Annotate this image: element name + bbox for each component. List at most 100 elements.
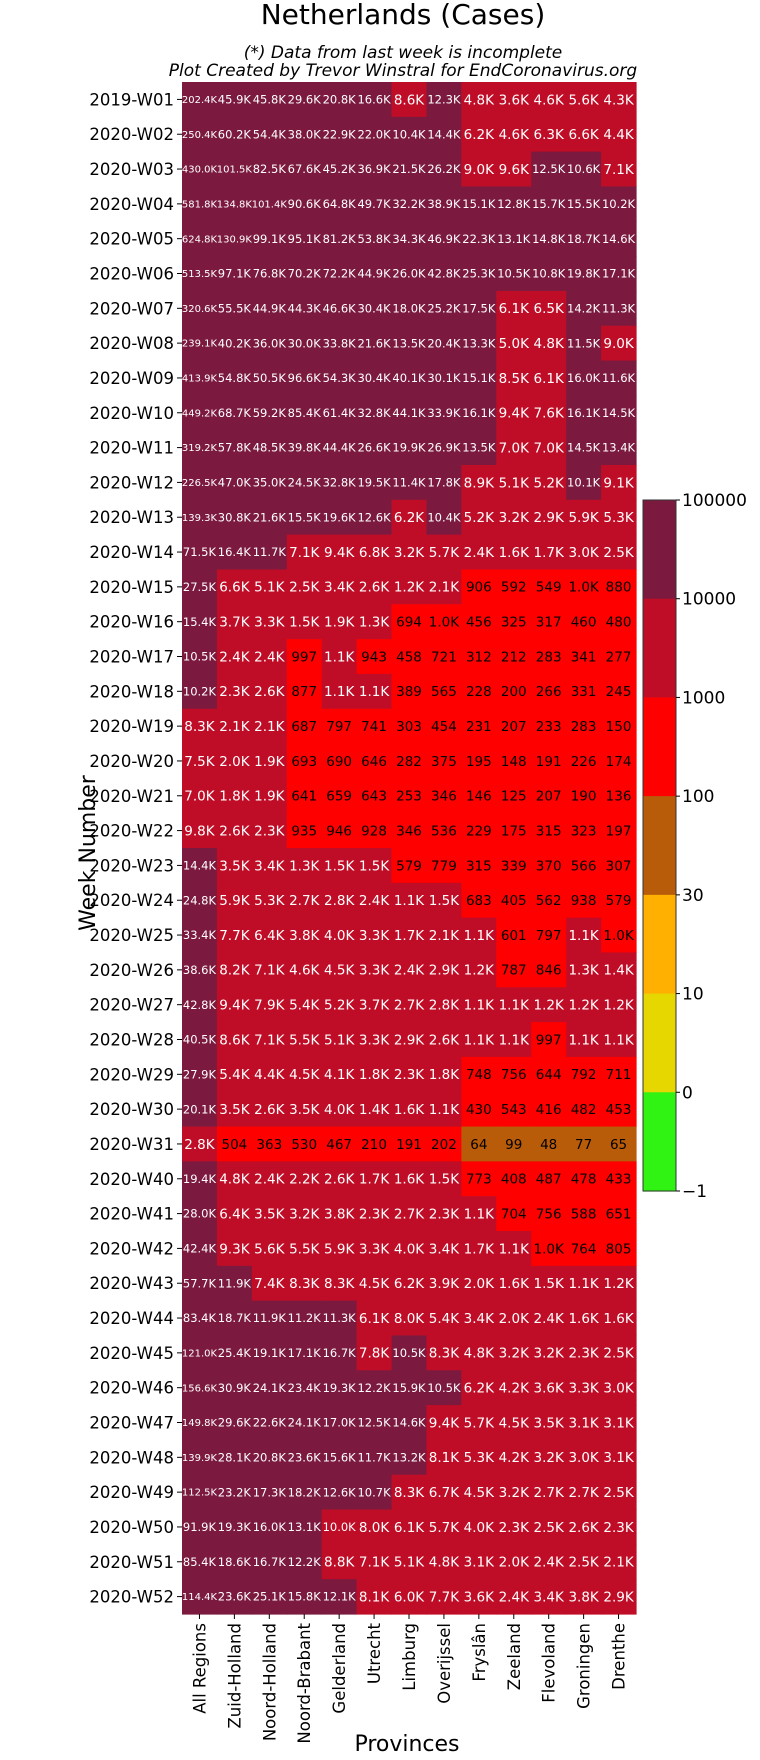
heatmap-cell [496,1161,532,1197]
cell-label: 565 [431,684,457,700]
heatmap-cell [182,1231,218,1267]
heatmap-cell [461,465,497,501]
cell-label: 212 [501,649,527,665]
heatmap-cell [391,1405,428,1441]
cell-label: 946 [326,823,352,839]
y-tick-label: 2020-W10 [89,404,174,423]
cell-label: 30.1K [427,371,461,385]
heatmap-cell [216,151,253,188]
heatmap-cell [321,534,358,571]
heatmap-cell [391,1439,428,1476]
cell-label: 17.1K [602,267,636,281]
heatmap-cell [531,639,567,675]
heatmap-cell [391,917,428,954]
heatmap-cell [601,639,637,675]
cell-label: 543 [501,1102,527,1118]
heatmap-cell [251,848,288,884]
cell-label: 60.2K [218,127,252,141]
heatmap-cell [461,639,497,675]
heatmap-cell [286,1300,323,1337]
cell-label: 71.5K [183,545,217,559]
cell-label: 3.5K [219,858,250,874]
heatmap-cell [391,1091,428,1128]
heatmap-cell [391,778,428,814]
heatmap-cell [566,673,602,710]
x-tick-label: Zeeland [505,1623,524,1690]
cell-label: 2.5K [289,580,320,596]
heatmap-cell [286,743,323,779]
cell-label: 10.4K [427,510,461,524]
heatmap-cell [461,848,497,884]
colorbar-segment [643,500,676,600]
heatmap-cell [461,743,497,779]
heatmap-cell [391,186,428,222]
cell-label: 26.0K [392,267,426,281]
heatmap-cell [182,1439,218,1476]
heatmap-cell [286,673,323,710]
cell-label: 906 [466,580,492,596]
heatmap-cell [496,430,532,466]
cell-label: 59.2K [253,406,287,420]
heatmap-cell [216,1231,253,1267]
heatmap-cell [461,1579,497,1615]
cell-label: 85.4K [183,1555,217,1569]
cell-label: 3.5K [289,1102,320,1118]
cell-label: 7.7K [219,928,250,944]
heatmap-cell [426,151,462,188]
heatmap-cell [182,1056,218,1093]
x-tick-label: Limburg [400,1623,419,1691]
cell-label: 690 [326,754,352,770]
heatmap-cell [531,1544,567,1580]
cell-label: 756 [501,1067,527,1083]
colorbar-segment [643,894,676,995]
cell-label: 24.5K [288,476,322,490]
heatmap-cell [286,465,323,501]
heatmap-cell [496,499,532,536]
heatmap-cell [531,221,567,257]
heatmap-cell [531,604,567,640]
cell-label: 48.5K [253,441,287,455]
cell-label: 846 [536,963,562,979]
cell-label: 1.1K [324,684,355,700]
heatmap-cell [251,1405,288,1441]
heatmap-cell [426,186,462,222]
heatmap-cell [496,604,532,640]
cell-label: 33.4K [183,928,217,942]
cell-label: 15.1K [462,197,496,211]
heatmap-cell [251,465,288,501]
cell-label: 202 [431,1137,457,1153]
cell-label: 191 [396,1137,422,1153]
y-tick-label: 2020-W11 [89,439,174,458]
cell-label: 149.8K [182,1418,218,1429]
heatmap-cell [286,325,323,362]
heatmap-cell [321,1544,358,1580]
cell-label: 566 [571,858,597,874]
heatmap-cell [216,499,253,536]
cell-label: 3.1K [603,1450,634,1466]
cell-label: 17.8K [427,476,461,490]
cell-label: 2.9K [603,1589,634,1605]
cell-label: 42.8K [427,267,461,281]
heatmap-cell [182,673,218,710]
cell-label: 363 [256,1137,282,1153]
heatmap-cell [321,743,358,779]
heatmap-cell [531,325,567,362]
heatmap-cell [251,499,288,536]
heatmap-cell [286,395,323,431]
heatmap-cell [531,116,567,153]
y-tick-labels: 2019-W01 2020-W02 2020-W03 2020-W04 2020-W05… [89,90,182,1607]
cell-label: 9.8K [184,823,215,839]
heatmap-cells: 202.4K 45.9K 45.8K 29.6K 20.8K 16.6K 8.6K 12.3K… [182,82,637,1615]
cell-label: 54.3K [323,371,357,385]
heatmap-cell [391,1300,428,1337]
cell-label: 7.1K [359,1555,390,1571]
cell-label: 346 [431,789,457,805]
cell-label: 16.1K [567,406,601,420]
heatmap-cell [251,1056,288,1093]
heatmap-cell [496,708,532,745]
cell-label: 148 [501,754,527,770]
cell-label: 1.1K [394,893,425,909]
cell-label: 2.3K [254,823,285,839]
heatmap-cell [286,116,323,153]
heatmap-cell [216,1022,253,1058]
